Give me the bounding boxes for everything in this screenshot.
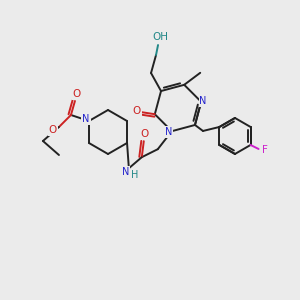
Text: O: O (141, 129, 149, 139)
Text: O: O (49, 125, 57, 135)
Text: O: O (133, 106, 141, 116)
Text: OH: OH (152, 32, 168, 42)
Text: N: N (122, 167, 130, 177)
Text: H: H (131, 170, 139, 180)
Text: N: N (82, 114, 90, 124)
Text: O: O (73, 89, 81, 99)
Text: N: N (200, 96, 207, 106)
Text: F: F (262, 145, 268, 155)
Text: N: N (165, 127, 172, 137)
